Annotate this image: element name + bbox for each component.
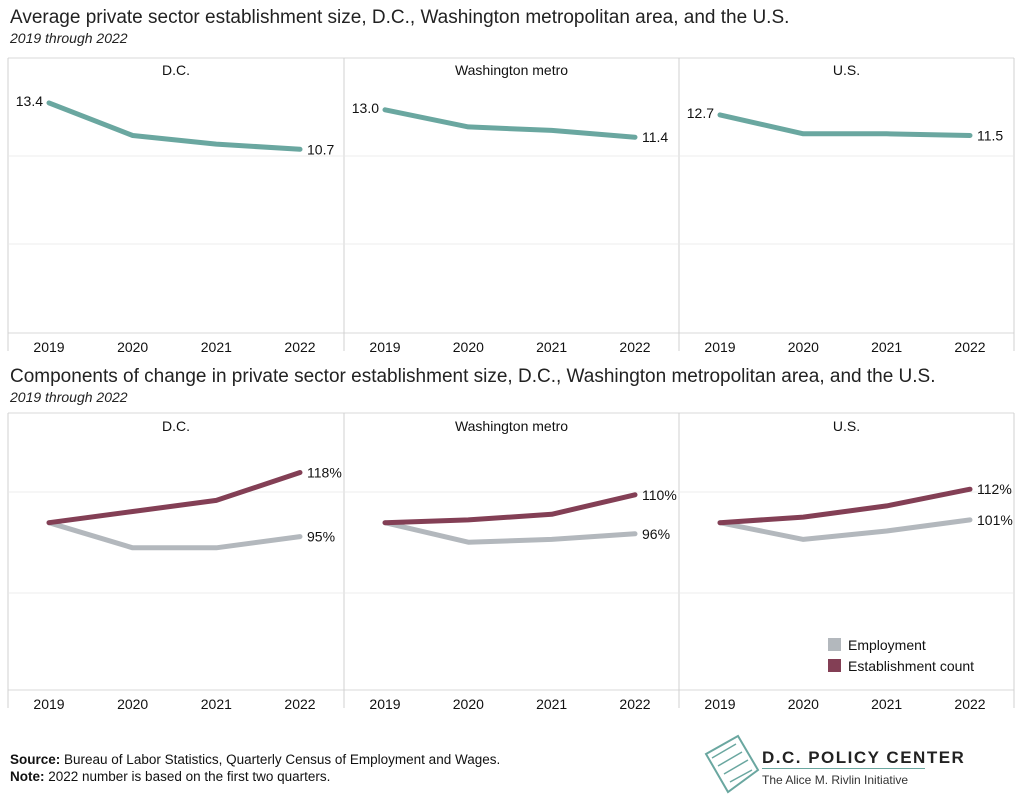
chart-0-u-s-x-tick-2022: 2022 xyxy=(954,339,985,355)
chart-0-facet-title-washington-metro: Washington metro xyxy=(455,62,568,78)
chart-1-d-c-x-tick-2021: 2021 xyxy=(201,696,232,712)
chart-0-d-c-x-tick-2020: 2020 xyxy=(117,339,148,355)
logo-divider xyxy=(762,768,925,769)
chart-1-washington-metro-employment-end-label: 96% xyxy=(642,526,670,542)
legend-item-establishment: Establishment count xyxy=(828,655,974,676)
footer-notes: Source: Bureau of Labor Statistics, Quar… xyxy=(10,751,500,785)
source-line: Source: Bureau of Labor Statistics, Quar… xyxy=(10,751,500,768)
chart-1-facet-title-d-c: D.C. xyxy=(162,418,190,434)
chart-0-u-s-avg-size-start-label: 12.7 xyxy=(687,105,714,121)
chart-0-d-c-avg-size-start-label: 13.4 xyxy=(16,93,43,109)
chart-0-washington-metro-x-tick-2021: 2021 xyxy=(536,339,567,355)
chart-0-u-s-x-tick-2020: 2020 xyxy=(788,339,819,355)
note-text: 2022 number is based on the first two qu… xyxy=(44,769,331,784)
legend-label-establishment: Establishment count xyxy=(848,657,975,674)
employment-swatch-icon xyxy=(828,638,841,651)
top-chart-title: Average private sector establishment siz… xyxy=(10,7,790,28)
source-text: Bureau of Labor Statistics, Quarterly Ce… xyxy=(60,752,501,767)
chart-0-u-s-avg-size-end-label: 11.5 xyxy=(977,128,1003,144)
chart-1-washington-metro-establishment-count-line xyxy=(382,492,638,526)
chart-1-d-c-employment-end-label: 95% xyxy=(307,529,335,545)
chart-0-d-c-x-tick-2022: 2022 xyxy=(284,339,315,355)
chart-0-u-s-x-tick-2021: 2021 xyxy=(871,339,902,355)
chart-1-u-s-establishment-count-end-label: 112% xyxy=(977,481,1012,497)
chart-1-d-c-employment-line xyxy=(46,520,303,551)
dc-map-logo-icon xyxy=(704,734,760,794)
logo-name: D.C. POLICY CENTER xyxy=(762,748,966,767)
chart-1-washington-metro-x-tick-2021: 2021 xyxy=(536,696,567,712)
chart-0-washington-metro-x-tick-2020: 2020 xyxy=(453,339,484,355)
chart-1-u-s-x-tick-2022: 2022 xyxy=(954,696,985,712)
chart-0-d-c-avg-size-end-label: 10.7 xyxy=(307,141,334,157)
chart-1-u-s-x-tick-2019: 2019 xyxy=(704,696,735,712)
legend-label-employment: Employment xyxy=(848,636,926,653)
chart-0-d-c-x-tick-2019: 2019 xyxy=(33,339,64,355)
chart-0-facet-title-u-s: U.S. xyxy=(833,62,860,78)
establishment-swatch-icon xyxy=(828,659,841,672)
source-label: Source: xyxy=(10,752,61,767)
legend-item-employment: Employment xyxy=(828,634,974,655)
chart-0-washington-metro-avg-size-start-label: 13.0 xyxy=(352,100,379,116)
chart-0-facet-title-d-c: D.C. xyxy=(162,62,190,78)
note-line: Note: 2022 number is based on the first … xyxy=(10,768,500,785)
chart-1-washington-metro-x-tick-2020: 2020 xyxy=(453,696,484,712)
chart-0-washington-metro-avg-size-line xyxy=(382,107,638,140)
legend: Employment Establishment count xyxy=(828,634,974,676)
chart-1-u-s-establishment-count-line xyxy=(717,486,973,526)
chart-1-facet-title-u-s: U.S. xyxy=(833,418,860,434)
chart-1-d-c-x-tick-2020: 2020 xyxy=(117,696,148,712)
chart-0-u-s-avg-size-line xyxy=(717,112,973,138)
chart-1-d-c-x-tick-2022: 2022 xyxy=(284,696,315,712)
chart-1-u-s-employment-line xyxy=(717,517,973,542)
chart-1-d-c-establishment-count-end-label: 118% xyxy=(307,464,342,480)
top-chart-subtitle: 2019 through 2022 xyxy=(10,30,128,46)
note-label: Note: xyxy=(10,769,45,784)
chart-1-u-s-x-tick-2020: 2020 xyxy=(788,696,819,712)
chart-1-washington-metro-x-tick-2022: 2022 xyxy=(619,696,650,712)
logo-tagline: The Alice M. Rivlin Initiative xyxy=(762,773,909,787)
chart-1-washington-metro-x-tick-2019: 2019 xyxy=(369,696,400,712)
chart-1-washington-metro-employment-line xyxy=(382,520,638,545)
chart-0-washington-metro-x-tick-2019: 2019 xyxy=(369,339,400,355)
chart-0-u-s-x-tick-2019: 2019 xyxy=(704,339,735,355)
chart-1-facet-title-washington-metro: Washington metro xyxy=(455,418,568,434)
chart-0-d-c-x-tick-2021: 2021 xyxy=(201,339,232,355)
chart-1-u-s-employment-end-label: 101% xyxy=(977,512,1013,528)
chart-1-d-c-establishment-count-line xyxy=(46,470,303,526)
chart-1-u-s-x-tick-2021: 2021 xyxy=(871,696,902,712)
chart-1-washington-metro-establishment-count-end-label: 110% xyxy=(642,487,677,503)
chart-1-d-c-x-tick-2019: 2019 xyxy=(33,696,64,712)
chart-0-d-c-avg-size-line xyxy=(46,100,303,152)
chart-0-washington-metro-x-tick-2022: 2022 xyxy=(619,339,650,355)
bottom-chart-subtitle: 2019 through 2022 xyxy=(10,389,128,405)
bottom-chart-title: Components of change in private sector e… xyxy=(10,366,936,387)
chart-0-washington-metro-avg-size-end-label: 11.4 xyxy=(642,129,668,145)
